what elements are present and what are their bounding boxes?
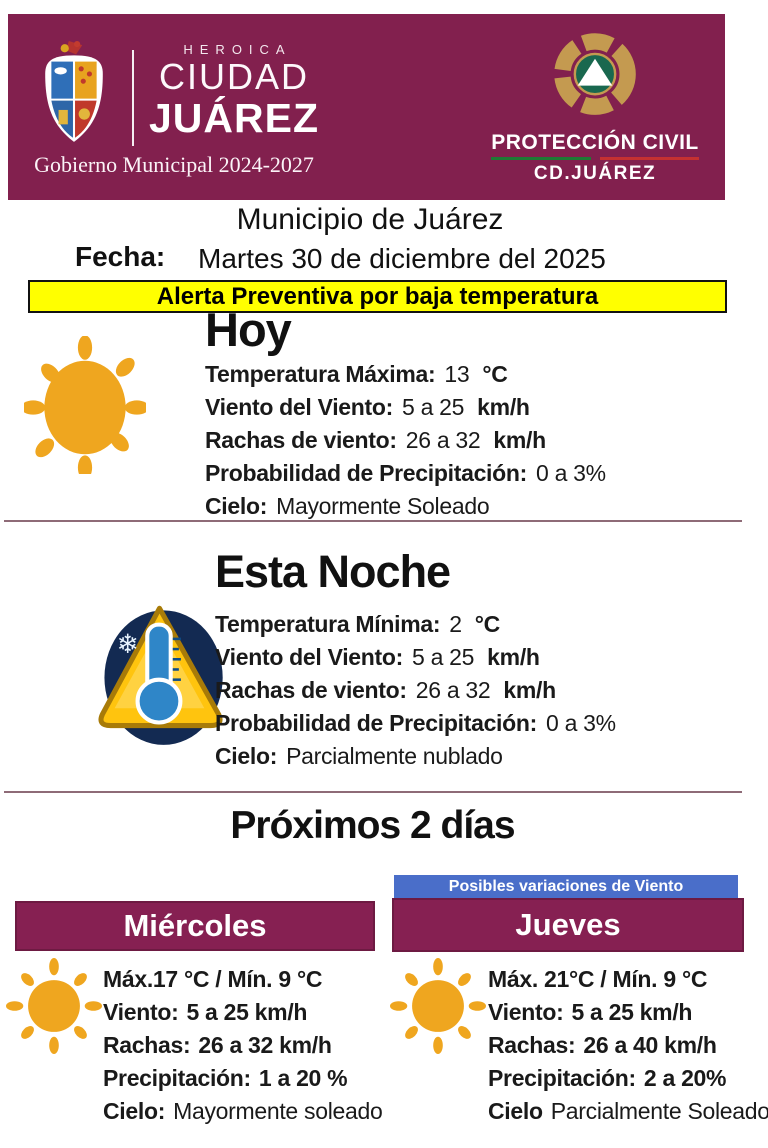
weather-row: Precipitación: 1 a 20 %	[103, 1065, 382, 1098]
flag-red-segment	[599, 157, 699, 160]
proteccion-civil-emblem-icon	[554, 33, 636, 115]
row-value: 13	[444, 361, 470, 387]
gobierno-municipal-text: Gobierno Municipal 2024-2027	[34, 152, 314, 177]
weather-row: Rachas de viento: 26 a 32 km/h	[215, 677, 629, 710]
flag-green-segment	[491, 157, 591, 160]
proteccion-civil-group: PROTECCIÓN CIVIL CD.JUÁREZ	[476, 28, 714, 185]
miercoles-forecast: Máx.17 °C / Mín. 9 °C Viento: 5 a 25 km/h…	[103, 966, 383, 1131]
row-value: 5 a 25 km/h	[186, 999, 308, 1025]
sun-icon	[6, 958, 102, 1054]
city-wordmark: HEROICA CIUDAD JUÁREZ	[144, 42, 324, 139]
row-label: Cielo:	[103, 1098, 166, 1124]
weather-row: Rachas de viento: 26 a 32 km/h	[205, 427, 619, 460]
row-label: Rachas:	[103, 1032, 191, 1058]
juarez-coat-of-arms-icon	[45, 41, 103, 142]
row-unit: km/h	[477, 394, 530, 420]
snowflake-glyph: ❄	[117, 629, 139, 659]
section-divider	[4, 791, 742, 793]
cold-warning-icon: ❄	[98, 605, 223, 745]
proximos-title: Próximos 2 días	[230, 804, 515, 847]
row-value: 26 a 32	[405, 427, 481, 453]
sun-icon	[24, 336, 146, 474]
day-header-miercoles: Miércoles	[15, 901, 375, 951]
row-label: Rachas de viento:	[215, 677, 407, 703]
row-label: Cielo:	[215, 743, 278, 769]
esta-noche-rows: Temperatura Mínima: 2 °C Viento del Viento…	[215, 611, 629, 776]
temp-range: Máx. 21°C / Mín. 9 °C	[488, 966, 708, 992]
heroica-text: HEROICA	[183, 42, 292, 57]
row-value: 2	[449, 611, 462, 637]
row-label: Viento del Viento:	[215, 644, 404, 670]
jueves-forecast: Máx. 21°C / Mín. 9 °C Viento: 5 a 25 km/h…	[488, 966, 768, 1131]
day-header-jueves: Jueves	[392, 898, 744, 952]
weather-row: Viento del Viento: 5 a 25 km/h	[205, 394, 619, 427]
row-value: 5 a 25 km/h	[571, 999, 693, 1025]
weather-row: Cielo Parcialmente Soleado	[488, 1098, 768, 1131]
flag-underline	[491, 157, 699, 160]
row-label: Rachas:	[488, 1032, 576, 1058]
row-value: Parcialmente nublado	[286, 743, 503, 769]
row-unit: km/h	[487, 644, 540, 670]
row-unit: °C	[482, 361, 508, 387]
weather-row: Probabilidad de Precipitación: 0 a 3%	[215, 710, 629, 743]
row-label: Viento:	[103, 999, 179, 1025]
row-label: Precipitación:	[103, 1065, 251, 1091]
cd-juarez-text: CD.JUÁREZ	[533, 163, 657, 184]
row-label: Probabilidad de Precipitación:	[205, 460, 528, 486]
row-value: Mayormente Soleado	[276, 493, 490, 519]
municipio-title: Municipio de Juárez	[236, 203, 504, 236]
header-banner: HEROICA CIUDAD JUÁREZ Gobierno Municipal…	[8, 14, 725, 200]
row-value: 1 a 20 %	[258, 1065, 348, 1091]
row-unit: km/h	[493, 427, 546, 453]
row-unit: °C	[474, 611, 501, 637]
weather-row: Viento: 5 a 25 km/h	[103, 999, 382, 1032]
row-label: Precipitación:	[488, 1065, 636, 1091]
row-label: Cielo:	[205, 493, 268, 519]
row-label: Temperatura Mínima:	[215, 611, 441, 637]
row-label: Probabilidad de Precipitación:	[215, 710, 538, 736]
weather-row: Rachas: 26 a 32 km/h	[103, 1032, 382, 1065]
row-value: Mayormente soleado	[173, 1098, 383, 1124]
weather-row: Viento del Viento: 5 a 25 km/h	[215, 644, 629, 677]
row-unit: km/h	[503, 677, 556, 703]
weather-row: Rachas: 26 a 40 km/h	[488, 1032, 768, 1065]
weather-row: Precipitación: 2 a 20%	[488, 1065, 768, 1098]
row-value: 2 a 20%	[643, 1065, 727, 1091]
fecha-label: Fecha:	[75, 241, 166, 272]
juarez-text: JUÁREZ	[148, 95, 320, 141]
row-value: 5 a 25	[412, 644, 475, 670]
temp-range: Máx.17 °C / Mín. 9 °C	[103, 966, 323, 992]
row-value: 26 a 40 km/h	[583, 1032, 717, 1058]
row-value: 26 a 32	[415, 677, 491, 703]
row-label: Viento del Viento:	[205, 394, 394, 420]
ciudad-text: CIUDAD	[158, 56, 309, 97]
weather-row: Viento: 5 a 25 km/h	[488, 999, 768, 1032]
weather-row: Cielo: Mayormente Soleado	[205, 493, 619, 526]
weather-row: Temperatura Mínima: 2 °C	[215, 611, 629, 644]
weather-row: Cielo: Parcialmente nublado	[215, 743, 629, 776]
alert-banner: Alerta Preventiva por baja temperatura	[28, 280, 727, 313]
hoy-rows: Temperatura Máxima: 13 °C Viento del Vient…	[205, 361, 619, 526]
row-value: 5 a 25	[402, 394, 465, 420]
hoy-section-title: Hoy	[205, 303, 292, 356]
row-label: Rachas de viento:	[205, 427, 397, 453]
weather-row: Probabilidad de Precipitación: 0 a 3%	[205, 460, 619, 493]
esta-noche-section-title: Esta Noche	[215, 546, 451, 597]
fecha-value: Martes 30 de diciembre del 2025	[198, 243, 606, 274]
row-value: 0 a 3%	[536, 460, 606, 486]
wind-variation-banner: Posibles variaciones de Viento	[394, 875, 738, 898]
row-value: Parcialmente Soleado	[550, 1098, 768, 1124]
weather-row: Temperatura Máxima: 13 °C	[205, 361, 619, 394]
row-value: 26 a 32 km/h	[198, 1032, 332, 1058]
weather-row: Cielo: Mayormente soleado	[103, 1098, 383, 1131]
section-divider	[4, 520, 742, 522]
row-label: Temperatura Máxima:	[205, 361, 436, 387]
proteccion-civil-text: PROTECCIÓN CIVIL	[491, 131, 699, 154]
header-divider-line	[132, 50, 134, 146]
row-label: Cielo	[488, 1098, 543, 1124]
row-label: Viento:	[488, 999, 564, 1025]
sun-icon	[390, 958, 486, 1054]
row-value: 0 a 3%	[546, 710, 616, 736]
